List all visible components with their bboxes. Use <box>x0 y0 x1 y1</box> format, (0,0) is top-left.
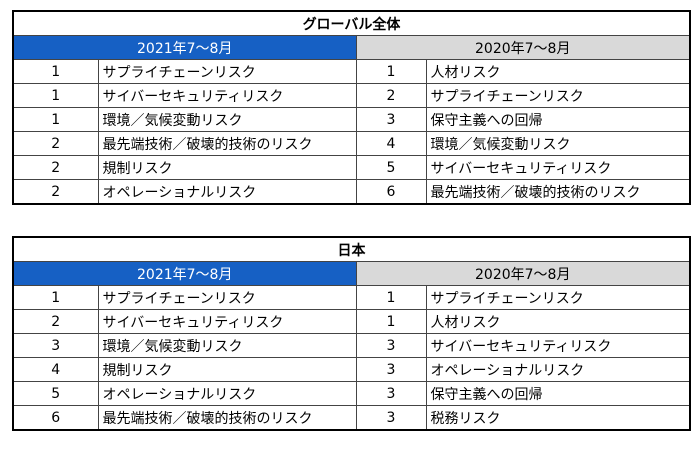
rank-cell: 1 <box>355 285 427 310</box>
title-row: グローバル全体 <box>12 10 691 36</box>
table-row: 2 サイバーセキュリティリスク 1 人材リスク <box>12 309 691 334</box>
column-header: 2020年7～8月 <box>355 35 691 60</box>
risk-cell: 保守主義への回帰 <box>425 107 691 132</box>
rank-cell: 3 <box>355 333 427 358</box>
risk-cell: サプライチェーンリスク <box>97 285 357 310</box>
rank-cell: 3 <box>12 333 99 358</box>
table-row: 2 最先端技術／破壊的技術のリスク 4 環境／気候変動リスク <box>12 131 691 156</box>
table-row: 4 規制リスク 3 オペレーショナルリスク <box>12 357 691 382</box>
rank-cell: 6 <box>355 179 427 205</box>
rank-cell: 3 <box>355 405 427 431</box>
table-row: 1 環境／気候変動リスク 3 保守主義への回帰 <box>12 107 691 132</box>
table-row: 2 オペレーショナルリスク 6 最先端技術／破壊的技術のリスク <box>12 179 691 205</box>
column-header: 2021年7～8月 <box>12 35 357 60</box>
rank-cell: 5 <box>12 381 99 406</box>
header-row: 2021年7～8月 2020年7～8月 <box>12 35 691 60</box>
rank-cell: 6 <box>12 405 99 431</box>
risk-cell: サイバーセキュリティリスク <box>425 333 691 358</box>
table-row: 5 オペレーショナルリスク 3 保守主義への回帰 <box>12 381 691 406</box>
risk-cell: 規制リスク <box>97 357 357 382</box>
risk-cell: サイバーセキュリティリスク <box>97 83 357 108</box>
risk-cell: 税務リスク <box>425 405 691 431</box>
column-header: 2020年7～8月 <box>355 261 691 286</box>
risk-cell: 人材リスク <box>425 309 691 334</box>
risk-cell: オペレーショナルリスク <box>97 179 357 205</box>
rank-cell: 2 <box>12 131 99 156</box>
column-header: 2021年7～8月 <box>12 261 357 286</box>
risk-cell: オペレーショナルリスク <box>97 381 357 406</box>
rank-cell: 2 <box>12 155 99 180</box>
risk-cell: サプライチェーンリスク <box>425 285 691 310</box>
ranking-table: 日本 2021年7～8月 2020年7～8月 1 サプライチェーンリスク 1 サプライチェー… <box>12 236 691 431</box>
table-row: 2 規制リスク 5 サイバーセキュリティリスク <box>12 155 691 180</box>
rank-cell: 2 <box>12 179 99 205</box>
rank-cell: 3 <box>355 107 427 132</box>
table-row: 1 サプライチェーンリスク 1 人材リスク <box>12 59 691 84</box>
title-row: 日本 <box>12 236 691 262</box>
rank-cell: 5 <box>355 155 427 180</box>
table-row: 1 サプライチェーンリスク 1 サプライチェーンリスク <box>12 285 691 310</box>
rank-cell: 1 <box>355 59 427 84</box>
rank-cell: 1 <box>355 309 427 334</box>
header-row: 2021年7～8月 2020年7～8月 <box>12 261 691 286</box>
risk-cell: 環境／気候変動リスク <box>97 333 357 358</box>
risk-cell: 人材リスク <box>425 59 691 84</box>
risk-cell: サイバーセキュリティリスク <box>97 309 357 334</box>
risk-cell: サイバーセキュリティリスク <box>425 155 691 180</box>
risk-cell: 保守主義への回帰 <box>425 381 691 406</box>
risk-cell: 最先端技術／破壊的技術のリスク <box>97 131 357 156</box>
risk-cell: サプライチェーンリスク <box>425 83 691 108</box>
rank-cell: 3 <box>355 357 427 382</box>
table-row: 3 環境／気候変動リスク 3 サイバーセキュリティリスク <box>12 333 691 358</box>
table-row: 6 最先端技術／破壊的技術のリスク 3 税務リスク <box>12 405 691 431</box>
rank-cell: 2 <box>355 83 427 108</box>
risk-cell: 環境／気候変動リスク <box>425 131 691 156</box>
rank-cell: 1 <box>12 59 99 84</box>
rank-cell: 1 <box>12 83 99 108</box>
risk-cell: 最先端技術／破壊的技術のリスク <box>425 179 691 205</box>
ranking-table: グローバル全体 2021年7～8月 2020年7～8月 1 サプライチェーンリスク 1 人材… <box>12 10 691 205</box>
risk-cell: 環境／気候変動リスク <box>97 107 357 132</box>
rank-cell: 3 <box>355 381 427 406</box>
risk-cell: オペレーショナルリスク <box>425 357 691 382</box>
table-title: グローバル全体 <box>12 10 691 36</box>
rank-cell: 4 <box>355 131 427 156</box>
table-title: 日本 <box>12 236 691 262</box>
rank-cell: 4 <box>12 357 99 382</box>
rank-cell: 2 <box>12 309 99 334</box>
risk-cell: 最先端技術／破壊的技術のリスク <box>97 405 357 431</box>
rank-cell: 1 <box>12 285 99 310</box>
risk-cell: サプライチェーンリスク <box>97 59 357 84</box>
risk-cell: 規制リスク <box>97 155 357 180</box>
table-row: 1 サイバーセキュリティリスク 2 サプライチェーンリスク <box>12 83 691 108</box>
rank-cell: 1 <box>12 107 99 132</box>
